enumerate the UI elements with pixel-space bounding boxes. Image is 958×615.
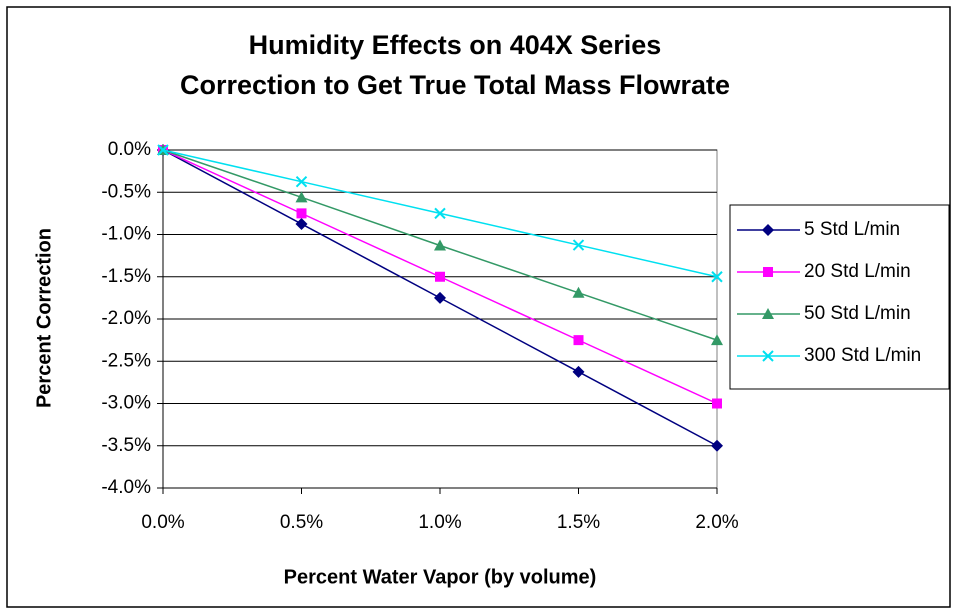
x-tick-label: 1.5% <box>557 512 600 533</box>
marker <box>572 239 585 251</box>
marker <box>573 335 584 346</box>
marker <box>434 239 446 251</box>
marker <box>435 271 445 282</box>
y-tick-label: -1.5% <box>101 266 151 287</box>
x-axis-label: Percent Water Vapor (by volume) <box>284 566 597 588</box>
y-axis-label: Percent Correction <box>33 228 55 408</box>
y-tick-label: -0.5% <box>101 181 151 202</box>
marker <box>712 398 722 409</box>
x-tick-label: 0.0% <box>141 512 184 533</box>
marker <box>572 365 585 378</box>
y-tick-label: -2.0% <box>101 308 151 329</box>
y-tick-label: -3.5% <box>101 435 151 456</box>
marker <box>295 175 308 188</box>
marker <box>296 208 307 219</box>
marker <box>762 224 774 236</box>
marker <box>157 144 169 156</box>
marker <box>572 286 585 298</box>
x-tick-label: 2.0% <box>695 512 738 533</box>
x-tick-label: 1.0% <box>418 512 461 533</box>
y-tick-label: 0.0% <box>108 139 151 160</box>
marker <box>711 439 723 452</box>
marker <box>295 217 308 230</box>
marker <box>711 271 723 283</box>
legend-label: 50 Std L/min <box>804 303 911 324</box>
y-tick-label: -4.0% <box>101 477 151 498</box>
y-tick-label: -3.0% <box>101 393 151 414</box>
marker <box>763 267 773 277</box>
x-tick-label: 0.5% <box>280 512 323 533</box>
marker <box>434 291 446 304</box>
legend-label: 5 Std L/min <box>804 219 900 240</box>
marker <box>762 350 774 362</box>
legend-label: 20 Std L/min <box>804 261 911 282</box>
marker <box>711 334 723 346</box>
chart-subtitle: Correction to Get True Total Mass Flowra… <box>180 70 730 100</box>
legend-label: 300 Std L/min <box>804 345 921 366</box>
y-tick-label: -2.5% <box>101 350 151 371</box>
chart-title: Humidity Effects on 404X Series <box>249 30 662 60</box>
marker <box>434 207 446 220</box>
marker <box>762 308 774 319</box>
y-tick-label: -1.0% <box>101 224 151 245</box>
marker <box>295 191 308 203</box>
